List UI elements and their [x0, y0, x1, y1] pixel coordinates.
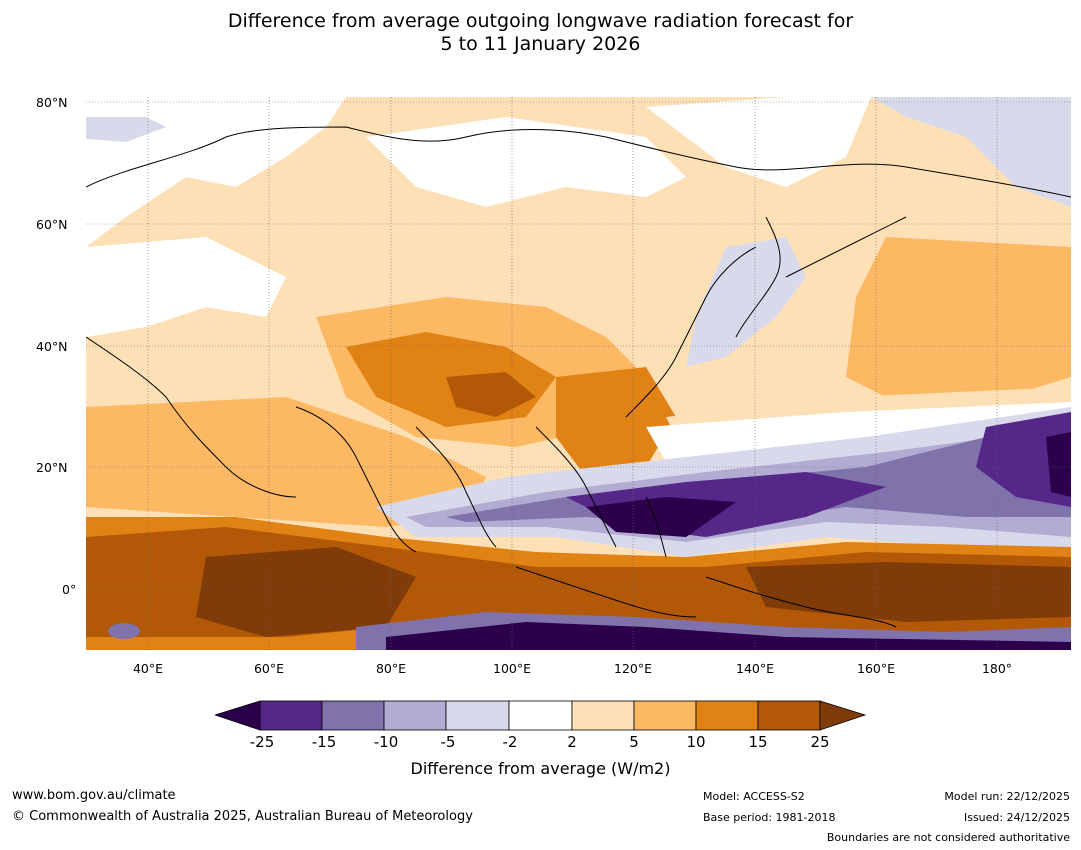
- footer-issued: Issued: 24/12/2025: [963, 811, 1070, 824]
- olr-anomaly-map: [86, 97, 1071, 650]
- map-canvas: [86, 97, 1071, 650]
- region-south-china-dark-orange: [556, 367, 676, 477]
- colorbar-bin-neg25-neg15: [259, 700, 323, 731]
- colorbar-tick-neg2: -2: [502, 733, 518, 751]
- gridlines: [86, 97, 1071, 650]
- colorbar-extend-low: [215, 700, 261, 731]
- region-barents-pale-purple: [86, 117, 166, 142]
- colorbar-tick-neg10: -10: [373, 733, 399, 751]
- colorbar-bin-neg10-neg5: [383, 700, 447, 731]
- region-tibet-brown: [446, 372, 536, 417]
- region-philippines-deepest-purple: [586, 497, 736, 537]
- colorbar: [215, 700, 867, 731]
- lat-label-80n: 80°N: [36, 95, 68, 110]
- chart-title: Difference from average outgoing longwav…: [0, 10, 1081, 56]
- colorbar-bin-neg5-neg2: [445, 700, 510, 731]
- colorbar-bin-5-10: [633, 700, 697, 731]
- colorbar-bin-neg2-2: [508, 700, 573, 731]
- colorbar-bin-10-15: [695, 700, 759, 731]
- region-japan-pale-purple: [686, 237, 806, 367]
- colorbar-label: Difference from average (W/m2): [410, 759, 671, 778]
- region-south-deepest-purple: [386, 622, 1071, 650]
- colorbar-tick-25: 25: [810, 733, 830, 751]
- region-arctic-pale-purple: [871, 97, 1071, 207]
- region-central-asia-neutral: [86, 237, 286, 337]
- region-west-pacific-dark-purple: [976, 412, 1071, 507]
- lon-label-60e: 60°E: [253, 661, 285, 676]
- colorbar-extend-high: [819, 700, 867, 731]
- lat-label-20n: 20°N: [36, 460, 68, 475]
- region-equatorial-pacific-deepest-brown: [746, 562, 1071, 622]
- footer-copyright: © Commonwealth of Australia 2025, Austra…: [12, 809, 473, 824]
- colorbar-bin-neg15-neg10: [321, 700, 385, 731]
- lon-label-100e: 100°E: [492, 661, 532, 676]
- footer-model: Model: ACCESS-S2: [703, 790, 805, 803]
- title-line-1: Difference from average outgoing longwav…: [227, 10, 854, 32]
- footer-model-run: Model run: 22/12/2025: [944, 790, 1070, 803]
- region-indian-ocean-deepest-brown: [196, 547, 416, 637]
- lon-label-80e: 80°E: [375, 661, 407, 676]
- colorbar-tick-neg5: -5: [440, 733, 456, 751]
- colorbar-tick-15: 15: [748, 733, 768, 751]
- footer-disclaimer: Boundaries are not considered authoritat…: [826, 831, 1070, 844]
- colorbar-bin-15-25: [757, 700, 821, 731]
- colorbar-tick-5: 5: [629, 733, 639, 751]
- coastlines: [86, 126, 1071, 628]
- colorbar-tick-neg25: -25: [249, 733, 275, 751]
- colorbar-tick-2: 2: [567, 733, 577, 751]
- lon-label-120e: 120°E: [613, 661, 653, 676]
- lat-label-40n: 40°N: [36, 339, 68, 354]
- region-north-west-neutral: [86, 97, 346, 247]
- lon-label-40e: 40°E: [132, 661, 164, 676]
- footer-website: www.bom.gov.au/climate: [12, 788, 176, 803]
- region-north-pacific-orange: [846, 237, 1071, 407]
- region-siberia-neutral: [366, 117, 686, 207]
- lon-label-160e: 160°E: [856, 661, 896, 676]
- lat-label-equator: 0°: [62, 582, 77, 597]
- region-subtropical-neutral-band: [646, 402, 1071, 462]
- region-arabia-india-orange: [86, 397, 486, 527]
- title-line-2: 5 to 11 January 2026: [440, 33, 641, 55]
- region-west-pacific-deepest-purple: [1046, 432, 1071, 497]
- lat-label-60n: 60°N: [36, 217, 68, 232]
- colorbar-tick-10: 10: [686, 733, 706, 751]
- region-east-siberia-neutral: [646, 97, 871, 187]
- colorbar-tick-neg15: -15: [311, 733, 337, 751]
- lon-label-140e: 140°E: [735, 661, 775, 676]
- region-madagascar-purple: [108, 623, 140, 639]
- footer-base-period: Base period: 1981-2018: [703, 811, 836, 824]
- lon-label-180: 180°: [981, 661, 1013, 676]
- colorbar-bin-2-5: [571, 700, 635, 731]
